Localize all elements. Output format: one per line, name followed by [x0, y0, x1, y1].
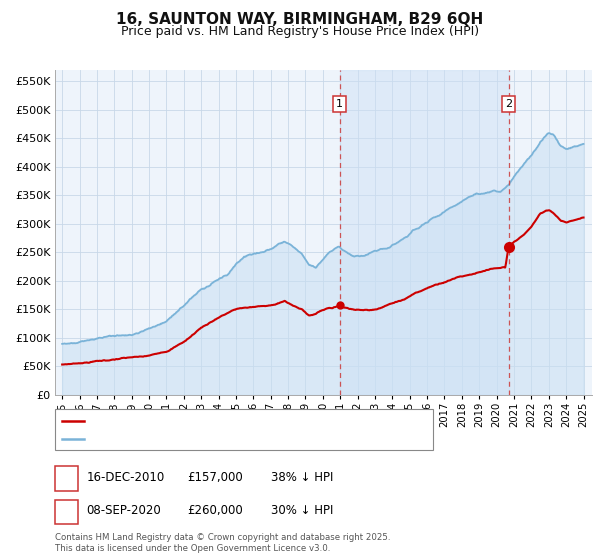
Text: 16-DEC-2010: 16-DEC-2010 — [86, 470, 164, 484]
Text: 2: 2 — [505, 99, 512, 109]
Text: £157,000: £157,000 — [187, 470, 243, 484]
Text: 1: 1 — [62, 470, 71, 484]
Text: 1: 1 — [336, 99, 343, 109]
Text: 16, SAUNTON WAY, BIRMINGHAM, B29 6QH: 16, SAUNTON WAY, BIRMINGHAM, B29 6QH — [116, 12, 484, 27]
Text: Contains HM Land Registry data © Crown copyright and database right 2025.
This d: Contains HM Land Registry data © Crown c… — [55, 533, 391, 553]
Text: 38% ↓ HPI: 38% ↓ HPI — [271, 470, 334, 484]
Text: Price paid vs. HM Land Registry's House Price Index (HPI): Price paid vs. HM Land Registry's House … — [121, 25, 479, 38]
Text: HPI: Average price, detached house, Birmingham: HPI: Average price, detached house, Birm… — [87, 434, 362, 444]
Text: 16, SAUNTON WAY, BIRMINGHAM, B29 6QH (detached house): 16, SAUNTON WAY, BIRMINGHAM, B29 6QH (de… — [87, 416, 430, 426]
Text: 30% ↓ HPI: 30% ↓ HPI — [271, 504, 334, 517]
Text: £260,000: £260,000 — [187, 504, 243, 517]
Bar — [340, 70, 509, 395]
Text: 2: 2 — [62, 504, 71, 517]
Text: 08-SEP-2020: 08-SEP-2020 — [86, 504, 161, 517]
